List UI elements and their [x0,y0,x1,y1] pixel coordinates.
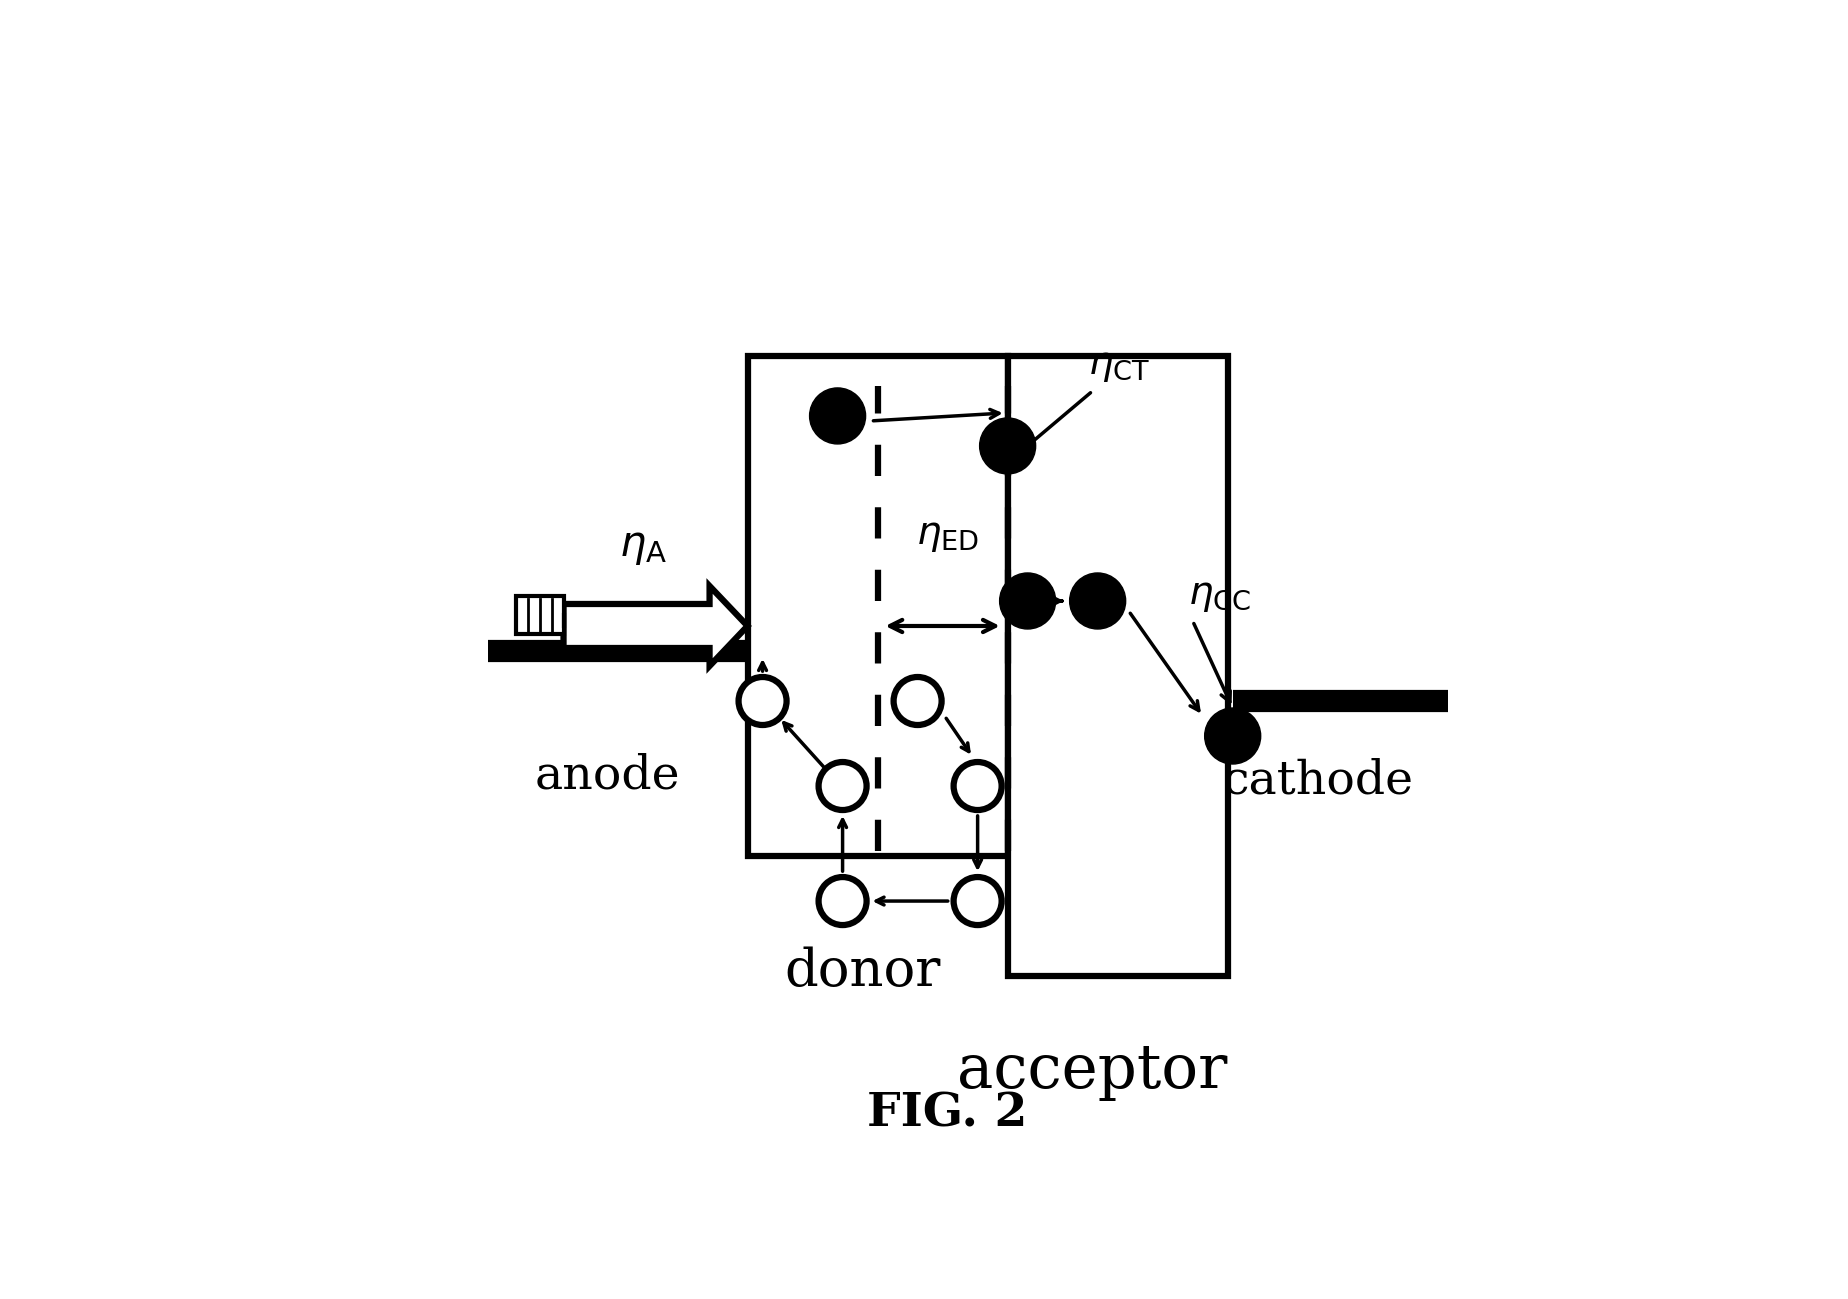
Circle shape [819,763,867,811]
Text: $\eta_\mathsf{A}$: $\eta_\mathsf{A}$ [619,525,667,566]
Text: acceptor: acceptor [957,1040,1227,1102]
Circle shape [893,677,941,725]
Bar [1007,356,1227,976]
Text: anode: anode [534,753,680,799]
Circle shape [1000,573,1055,629]
Circle shape [1205,708,1260,764]
Circle shape [979,418,1035,474]
Circle shape [1068,573,1125,629]
Circle shape [809,388,865,444]
Bar [516,596,564,634]
Bar [747,356,1007,856]
Text: $\eta_\mathsf{CT}$: $\eta_\mathsf{CT}$ [1087,347,1149,385]
Circle shape [819,877,867,925]
Circle shape [954,877,1002,925]
Circle shape [737,677,785,725]
Circle shape [954,763,1002,811]
Text: donor: donor [784,946,941,996]
Text: $\eta_\mathsf{CC}$: $\eta_\mathsf{CC}$ [1186,578,1249,614]
Text: cathode: cathode [1222,759,1412,804]
FancyArrow shape [564,586,747,666]
Text: FIG. 2: FIG. 2 [867,1090,1027,1137]
Text: $\eta_\mathsf{ED}$: $\eta_\mathsf{ED}$ [915,517,979,555]
